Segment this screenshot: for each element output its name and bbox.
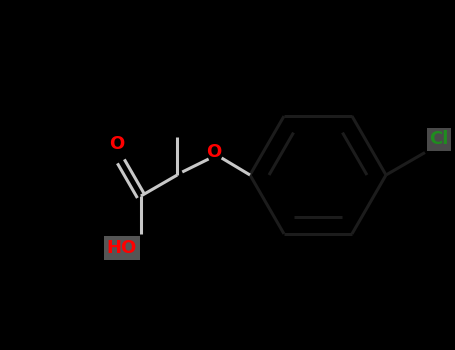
Text: Cl: Cl [429, 131, 448, 148]
Text: O: O [109, 135, 125, 153]
Text: HO: HO [106, 239, 137, 257]
Text: O: O [206, 143, 221, 161]
